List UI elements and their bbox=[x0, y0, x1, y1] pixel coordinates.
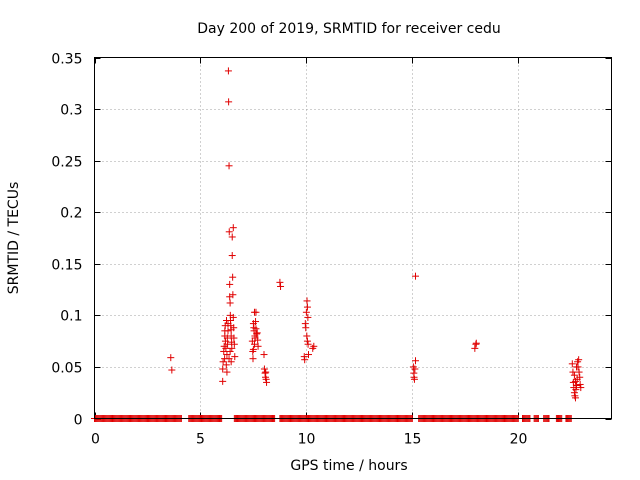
data-point bbox=[249, 345, 257, 353]
data-point bbox=[254, 336, 262, 344]
data-point bbox=[230, 324, 238, 332]
plot-border bbox=[94, 57, 612, 419]
data-point bbox=[472, 339, 480, 347]
data-point bbox=[222, 361, 230, 369]
grid-lines bbox=[94, 57, 612, 419]
x-tick-label: 10 bbox=[298, 432, 316, 448]
data-point bbox=[260, 365, 268, 373]
data-point bbox=[168, 366, 176, 374]
x-tick-label: 0 bbox=[91, 432, 100, 448]
data-point bbox=[224, 67, 232, 75]
data-point bbox=[253, 330, 261, 338]
data-point bbox=[219, 377, 227, 385]
data-point bbox=[229, 291, 237, 299]
data-point bbox=[260, 351, 268, 359]
x-tick-label: 20 bbox=[510, 432, 528, 448]
data-point bbox=[305, 351, 313, 359]
data-point bbox=[570, 371, 578, 379]
data-point bbox=[411, 365, 419, 373]
y-tick-label: 0.2 bbox=[60, 206, 82, 222]
data-point bbox=[230, 340, 238, 348]
chart-title: Day 200 of 2019, SRMTID for receiver ced… bbox=[197, 21, 500, 37]
data-point bbox=[572, 386, 580, 394]
data-point bbox=[276, 278, 284, 286]
data-point bbox=[224, 327, 232, 335]
data-point bbox=[225, 228, 233, 236]
data-point bbox=[277, 282, 285, 290]
y-tick-label: 0.1 bbox=[60, 309, 82, 325]
data-point bbox=[224, 340, 232, 348]
data-point bbox=[575, 356, 583, 364]
data-point bbox=[249, 355, 257, 363]
data-point bbox=[222, 344, 230, 352]
data-point bbox=[231, 353, 239, 361]
y-tick-label: 0.3 bbox=[60, 103, 82, 119]
data-point bbox=[226, 280, 234, 288]
data-point bbox=[219, 365, 227, 373]
y-tick-label: 0 bbox=[74, 413, 83, 429]
data-point bbox=[229, 313, 237, 321]
y-tick-label: 0.25 bbox=[51, 155, 82, 171]
data-point bbox=[303, 337, 311, 345]
data-point bbox=[254, 342, 262, 350]
data-point bbox=[225, 98, 233, 106]
data-point bbox=[225, 162, 233, 170]
data-point bbox=[253, 329, 261, 337]
data-point bbox=[252, 308, 260, 316]
y-axis-label: SRMTID / TECUs bbox=[6, 182, 22, 295]
data-point bbox=[304, 313, 312, 321]
data-point bbox=[302, 308, 310, 316]
y-tick-label: 0.05 bbox=[51, 361, 82, 377]
data-point bbox=[576, 380, 584, 388]
data-point bbox=[412, 272, 420, 280]
axis-ticks: 0 0.05 0.1 0.15 0.2 0.25 0.3 0.35 0 5 10 15 20 bbox=[51, 52, 612, 448]
data-point bbox=[219, 358, 227, 366]
data-point bbox=[229, 273, 237, 281]
data-point bbox=[228, 252, 236, 260]
data-point bbox=[303, 332, 311, 340]
x-tick-label: 5 bbox=[196, 432, 205, 448]
y-tick-label: 0.35 bbox=[51, 52, 82, 68]
data-point bbox=[575, 368, 583, 376]
x-tick-label: 15 bbox=[404, 432, 422, 448]
data-point bbox=[577, 384, 585, 392]
data-point bbox=[310, 342, 318, 350]
data-point bbox=[250, 340, 258, 348]
data-point bbox=[223, 351, 231, 359]
data-point bbox=[569, 368, 577, 376]
data-point bbox=[252, 318, 260, 326]
data-point bbox=[230, 334, 238, 342]
data-point bbox=[263, 378, 271, 386]
data-point bbox=[262, 368, 270, 376]
data-point bbox=[571, 394, 579, 402]
data-point bbox=[576, 373, 584, 381]
data-point bbox=[229, 224, 237, 232]
data-point bbox=[410, 373, 418, 381]
data-point bbox=[301, 356, 309, 364]
x-axis-label: GPS time / hours bbox=[290, 458, 407, 474]
data-point bbox=[573, 381, 581, 389]
data-point bbox=[412, 357, 420, 365]
data-point bbox=[227, 358, 235, 366]
data-point bbox=[223, 368, 231, 376]
data-point bbox=[252, 325, 260, 333]
data-point bbox=[303, 303, 311, 311]
data-point bbox=[573, 363, 581, 371]
data-point bbox=[304, 340, 312, 348]
data-point bbox=[302, 324, 310, 332]
data-point bbox=[167, 354, 175, 362]
data-point bbox=[303, 297, 311, 305]
data-point bbox=[228, 233, 236, 241]
data-point bbox=[221, 332, 229, 340]
y-tick-label: 0.15 bbox=[51, 258, 82, 274]
data-points bbox=[167, 67, 585, 402]
data-point bbox=[568, 360, 576, 368]
data-point bbox=[571, 377, 579, 385]
data-point bbox=[226, 299, 234, 307]
data-point bbox=[226, 347, 234, 355]
data-point bbox=[471, 344, 479, 352]
data-point bbox=[228, 344, 236, 352]
